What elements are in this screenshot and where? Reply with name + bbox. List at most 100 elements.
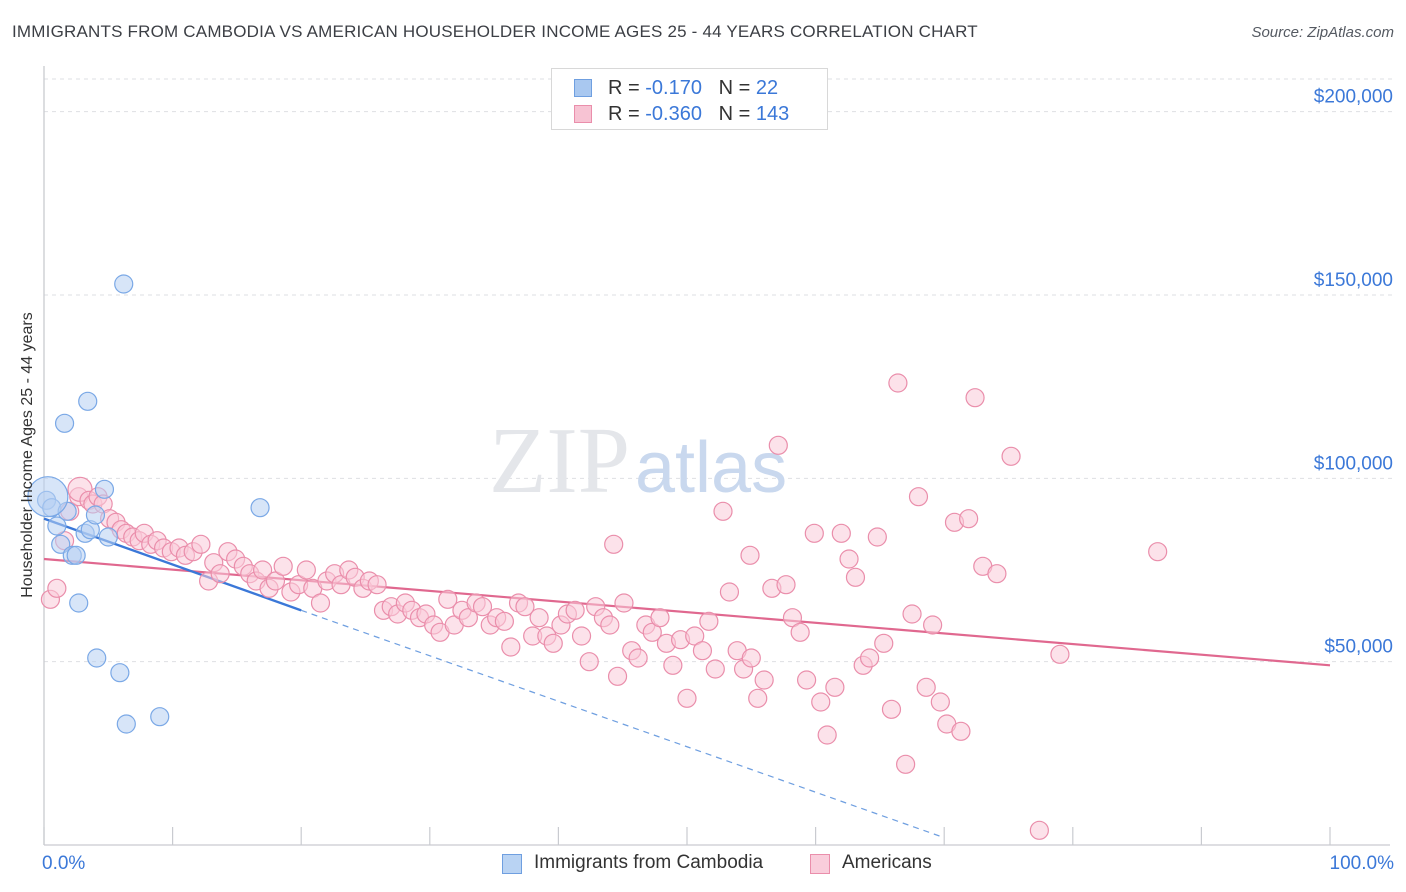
data-point: [930, 692, 950, 712]
n-value: 143: [755, 103, 790, 125]
bottom-legend-label-cambodia: Immigrants from Cambodia: [534, 852, 764, 873]
data-point: [839, 549, 859, 569]
bottom-legend-swatch-cambodia: [502, 854, 522, 874]
data-point: [867, 527, 887, 547]
data-point: [250, 498, 270, 518]
data-point: [825, 677, 845, 697]
data-point: [776, 575, 796, 595]
axes: [43, 66, 1390, 846]
data-point: [116, 714, 136, 734]
data-point: [253, 560, 273, 580]
data-point: [817, 725, 837, 745]
n-label: N =: [718, 103, 756, 125]
data-point: [66, 545, 86, 565]
data-point: [965, 388, 985, 408]
data-point: [54, 413, 75, 433]
data-point: [579, 652, 599, 672]
data-point: [1148, 542, 1168, 562]
data-point: [902, 604, 922, 624]
data-point: [748, 688, 768, 708]
r-value: -0.170: [645, 77, 702, 99]
data-point: [114, 274, 134, 294]
data-point: [607, 666, 628, 686]
data-point: [845, 567, 866, 587]
data-point: [663, 655, 683, 675]
y-tick-label: $150,000: [1314, 270, 1393, 291]
data-point: [69, 593, 89, 613]
bottom-legend-swatch-americans: [810, 854, 830, 874]
y-tick-labels: $50,000 $100,000 $150,000 $200,000: [1314, 87, 1393, 658]
data-point: [1050, 644, 1070, 664]
data-point: [860, 648, 880, 668]
watermark-zip: ZIP: [489, 409, 630, 513]
data-point: [94, 479, 115, 499]
data-point: [1029, 820, 1049, 840]
cambodia-trend-extension: [301, 609, 945, 839]
data-point: [741, 648, 761, 668]
data-point: [191, 534, 211, 554]
r-value: -0.360: [645, 103, 702, 125]
chart-title: IMMIGRANTS FROM CAMBODIA VS AMERICAN HOU…: [12, 22, 978, 41]
legend-swatch-americans: [574, 105, 592, 123]
data-point: [951, 721, 971, 741]
data-point: [47, 578, 67, 598]
data-point: [719, 582, 740, 602]
data-point: [87, 648, 107, 668]
r-label: R =: [608, 77, 646, 99]
data-point: [768, 435, 788, 455]
data-point: [85, 505, 106, 525]
data-point: [713, 501, 733, 521]
y-axis-label: Householder Income Ages 25 - 44 years: [19, 312, 36, 598]
data-point: [571, 626, 592, 646]
bottom-legend-label-americans: Americans: [842, 852, 932, 873]
data-point: [923, 615, 943, 635]
x-tick-labels: 0.0% 100.0%: [42, 853, 1394, 874]
data-point: [210, 564, 230, 584]
data-point: [472, 597, 493, 617]
watermark-atlas: atlas: [635, 428, 787, 508]
data-point: [692, 641, 713, 661]
data-point: [796, 670, 817, 690]
americans-trend-line: [43, 557, 1331, 667]
data-point: [600, 615, 620, 635]
data-point: [705, 659, 725, 679]
y-tick-label: $50,000: [1324, 637, 1393, 658]
data-point: [273, 556, 293, 576]
data-point: [916, 677, 936, 697]
data-point: [543, 633, 563, 653]
data-point: [51, 534, 71, 554]
data-point: [874, 633, 894, 653]
data-point: [438, 589, 458, 609]
data-points: [27, 274, 1168, 840]
data-point: [367, 575, 387, 595]
data-point: [515, 597, 535, 617]
data-point: [501, 637, 521, 657]
data-point: [831, 523, 851, 543]
x-tick-label: 100.0%: [1330, 853, 1395, 874]
data-point: [529, 608, 549, 628]
data-point: [27, 476, 69, 518]
watermark: ZIP atlas: [489, 409, 787, 513]
data-point: [604, 534, 624, 554]
y-tick-label: $100,000: [1314, 453, 1393, 474]
x-tick-label: 0.0%: [42, 853, 85, 874]
data-point: [110, 663, 130, 683]
data-point: [790, 622, 810, 642]
data-point: [740, 545, 760, 565]
n-value: 22: [755, 77, 779, 99]
legend-swatch-cambodia: [574, 79, 592, 97]
data-point: [677, 688, 697, 708]
data-point: [896, 754, 916, 774]
data-point: [754, 670, 774, 690]
data-point: [650, 608, 670, 628]
data-point: [959, 509, 979, 529]
data-point: [628, 648, 648, 668]
r-label: R =: [608, 103, 646, 125]
data-point: [78, 391, 98, 411]
data-point: [1001, 446, 1021, 466]
data-point: [296, 560, 316, 580]
data-point: [881, 699, 902, 719]
data-point: [47, 516, 67, 536]
data-point: [888, 373, 908, 393]
